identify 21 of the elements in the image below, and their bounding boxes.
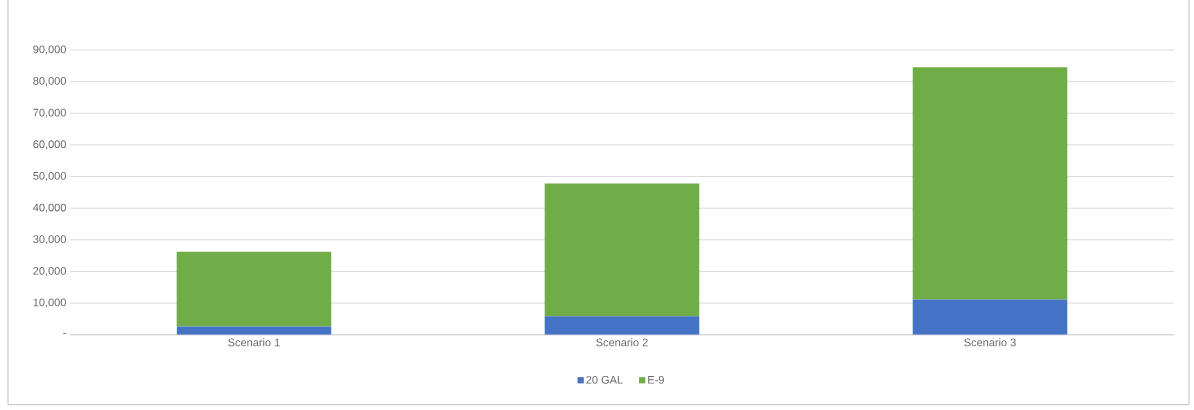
y-tick-label: 80,000 [33,77,66,87]
legend-label: 20 GAL [586,376,623,384]
bar [912,299,1068,335]
y-tick-label: 20,000 [33,267,66,277]
y-tick-label: - [63,333,66,335]
x-tick-label: Scenario 1 [228,338,280,347]
legend-label: E-9 [648,376,664,384]
bar [544,316,700,335]
y-tick-label: 30,000 [33,235,66,245]
y-tick-label: 90,000 [33,45,66,55]
y-tick-label: 50,000 [33,172,66,182]
x-tick-label: Scenario 2 [596,338,648,347]
y-tick-label: 60,000 [33,140,66,150]
y-tick-label: 40,000 [33,203,66,213]
bar [176,251,332,327]
y-tick-label: 70,000 [33,108,66,118]
bar [912,67,1068,300]
bar [544,183,700,317]
y-tick-label: 10,000 [33,298,66,308]
x-tick-label: Scenario 3 [964,338,1016,347]
bar [176,326,332,335]
